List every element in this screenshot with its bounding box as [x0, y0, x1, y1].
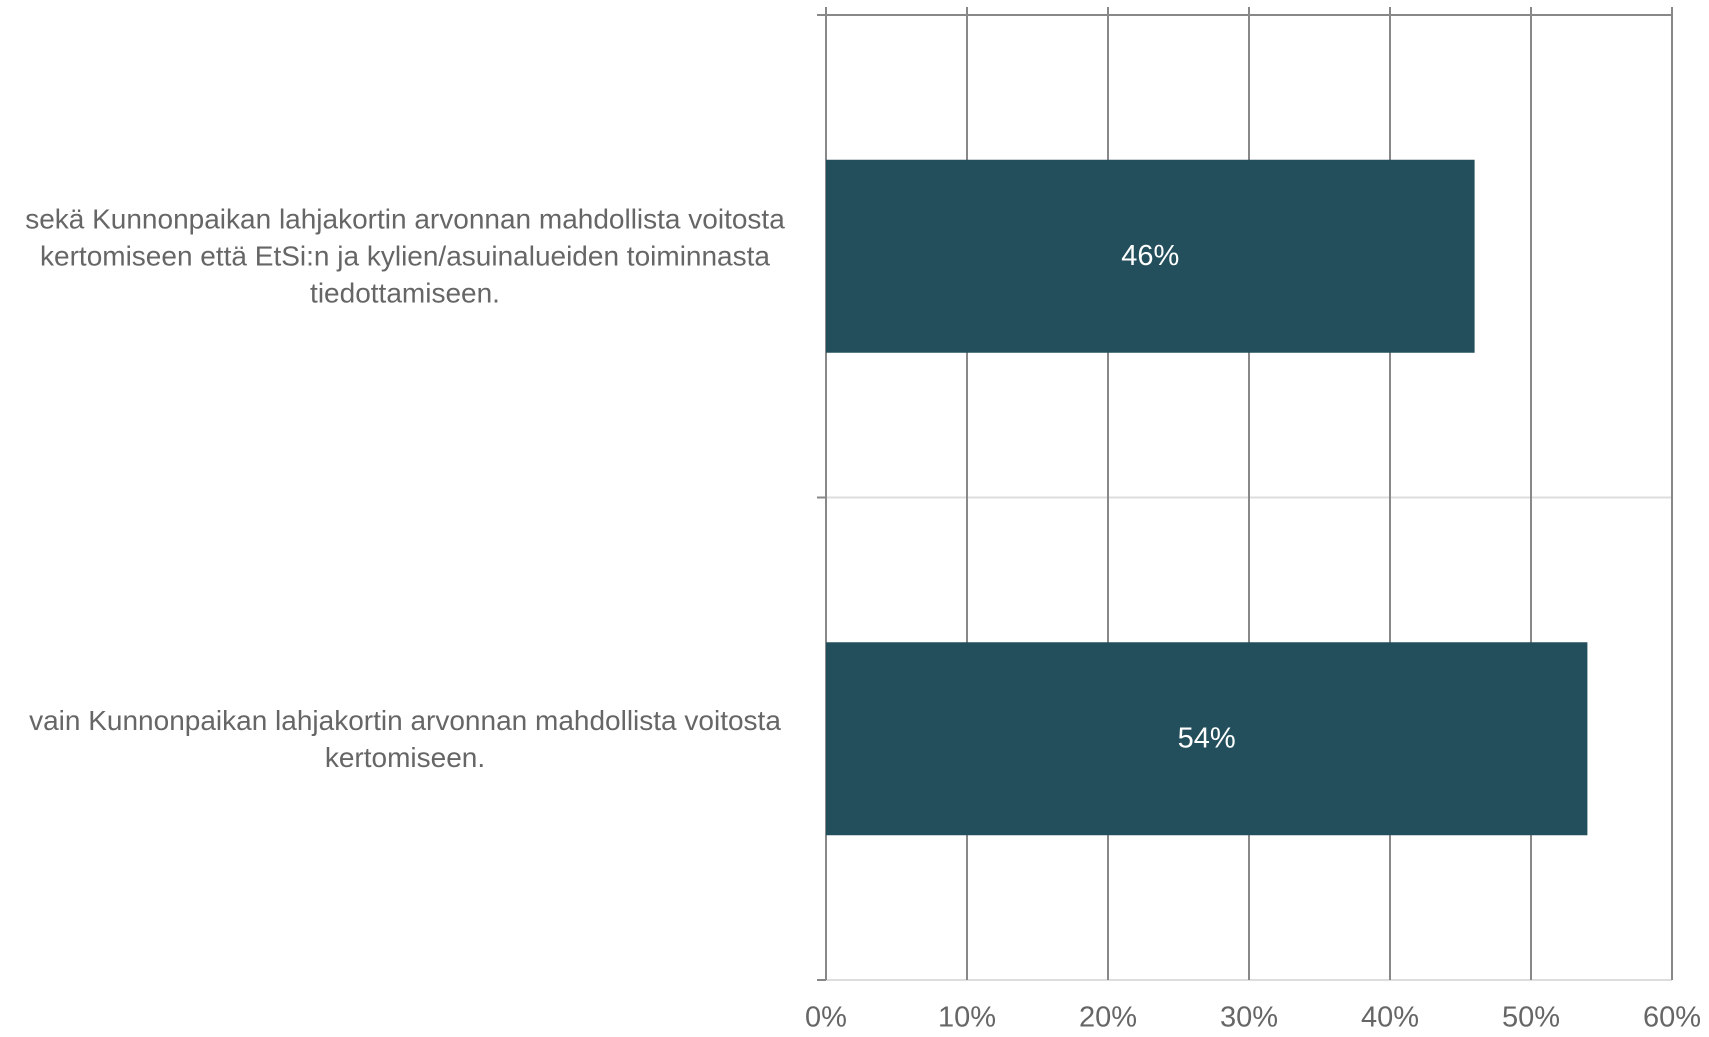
data-label: 54%: [1178, 722, 1236, 754]
bar: [826, 159, 1475, 353]
y-tick-label: vain Kunnonpaikan lahjakortin arvonnan m…: [29, 704, 781, 773]
x-tick-label: 60%: [1643, 1002, 1701, 1034]
x-tick-label: 30%: [1220, 1002, 1278, 1034]
x-tick-label: 20%: [1079, 1002, 1137, 1034]
x-tick-label: 40%: [1361, 1002, 1419, 1034]
x-tick-label: 0%: [805, 1002, 847, 1034]
x-tick-label: 50%: [1502, 1002, 1560, 1034]
y-tick-label: sekä Kunnonpaikan lahjakortin arvonnan m…: [25, 203, 785, 309]
bar: [826, 642, 1588, 836]
data-label: 46%: [1121, 240, 1179, 272]
x-tick-label: 10%: [938, 1002, 996, 1034]
